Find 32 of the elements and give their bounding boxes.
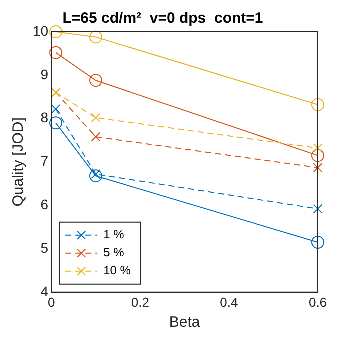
point bbox=[313, 163, 323, 173]
legend-label: 5 % bbox=[104, 246, 125, 260]
y-tick-label: 4 bbox=[40, 283, 49, 300]
legend-label: 10 % bbox=[104, 264, 132, 278]
point bbox=[89, 74, 102, 88]
x-tick-label: 0.2 bbox=[131, 294, 150, 310]
point bbox=[313, 204, 323, 214]
y-tick-label: 5 bbox=[40, 240, 49, 256]
point bbox=[50, 26, 63, 38]
point bbox=[50, 116, 63, 130]
chart-title: L=65 cd/m² v=0 dps cont=1 bbox=[62, 10, 264, 28]
x-axis-title: Beta bbox=[169, 314, 201, 332]
x-tick-label: 0.4 bbox=[220, 294, 238, 310]
y-tick-label: 10 bbox=[32, 22, 49, 39]
point bbox=[312, 236, 324, 249]
y-tick-label: 6 bbox=[40, 196, 49, 212]
point bbox=[91, 113, 101, 123]
y-tick-label: 8 bbox=[40, 110, 49, 126]
point bbox=[89, 30, 102, 44]
x-tick-label: 0 bbox=[48, 294, 56, 310]
y-tick-label: 7 bbox=[40, 153, 49, 170]
point bbox=[91, 132, 101, 142]
point bbox=[313, 144, 323, 154]
point bbox=[312, 149, 324, 162]
legend-label: 1 % bbox=[104, 228, 125, 242]
y-tick-label: 9 bbox=[40, 66, 49, 82]
point bbox=[50, 46, 63, 60]
point bbox=[51, 104, 61, 114]
point bbox=[312, 98, 324, 112]
x-tick-label: 0.6 bbox=[308, 294, 328, 310]
y-axis-title: Quality [JOD] bbox=[10, 118, 28, 207]
point bbox=[89, 170, 102, 183]
